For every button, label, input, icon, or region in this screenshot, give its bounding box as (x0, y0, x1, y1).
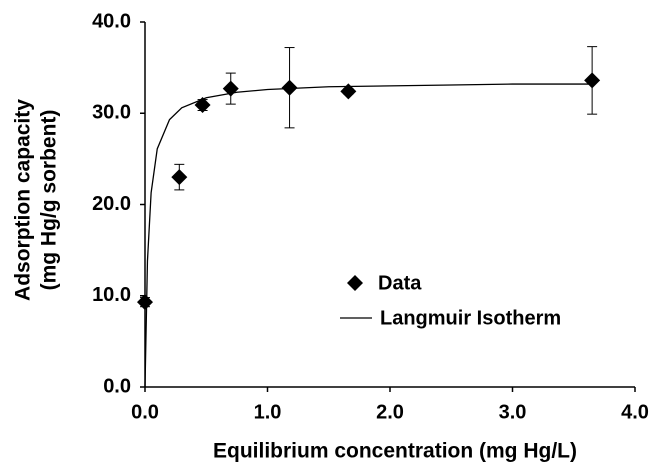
data-point (171, 169, 188, 186)
fit-line (144, 83, 593, 388)
y-axis-label: Adsorption capacity (12, 99, 35, 301)
legend-label: Data (378, 272, 422, 294)
x-tick-label: 0.0 (131, 401, 159, 423)
y-tick-label: 20.0 (92, 193, 131, 215)
x-tick-label: 1.0 (254, 401, 282, 423)
y-tick-label: 30.0 (92, 102, 131, 124)
data-point (222, 80, 239, 97)
y-tick-label: 40.0 (92, 10, 131, 32)
legend-label: Langmuir Isotherm (380, 307, 561, 329)
data-point (137, 294, 153, 311)
data-point (194, 97, 211, 114)
data-point (584, 72, 601, 89)
y-tick-label: 10.0 (92, 284, 131, 306)
y-tick-label: 0.0 (103, 375, 131, 397)
legend-marker (347, 275, 363, 291)
data-point (340, 83, 357, 100)
x-tick-label: 2.0 (376, 401, 404, 423)
x-tick-label: 4.0 (621, 401, 649, 423)
x-tick-label: 3.0 (499, 401, 527, 423)
data-point (281, 79, 298, 96)
x-axis-label: Equilibrium concentration (mg Hg/L) (213, 440, 577, 463)
y-axis-label: (mg Hg/g sorbent) (38, 110, 61, 291)
